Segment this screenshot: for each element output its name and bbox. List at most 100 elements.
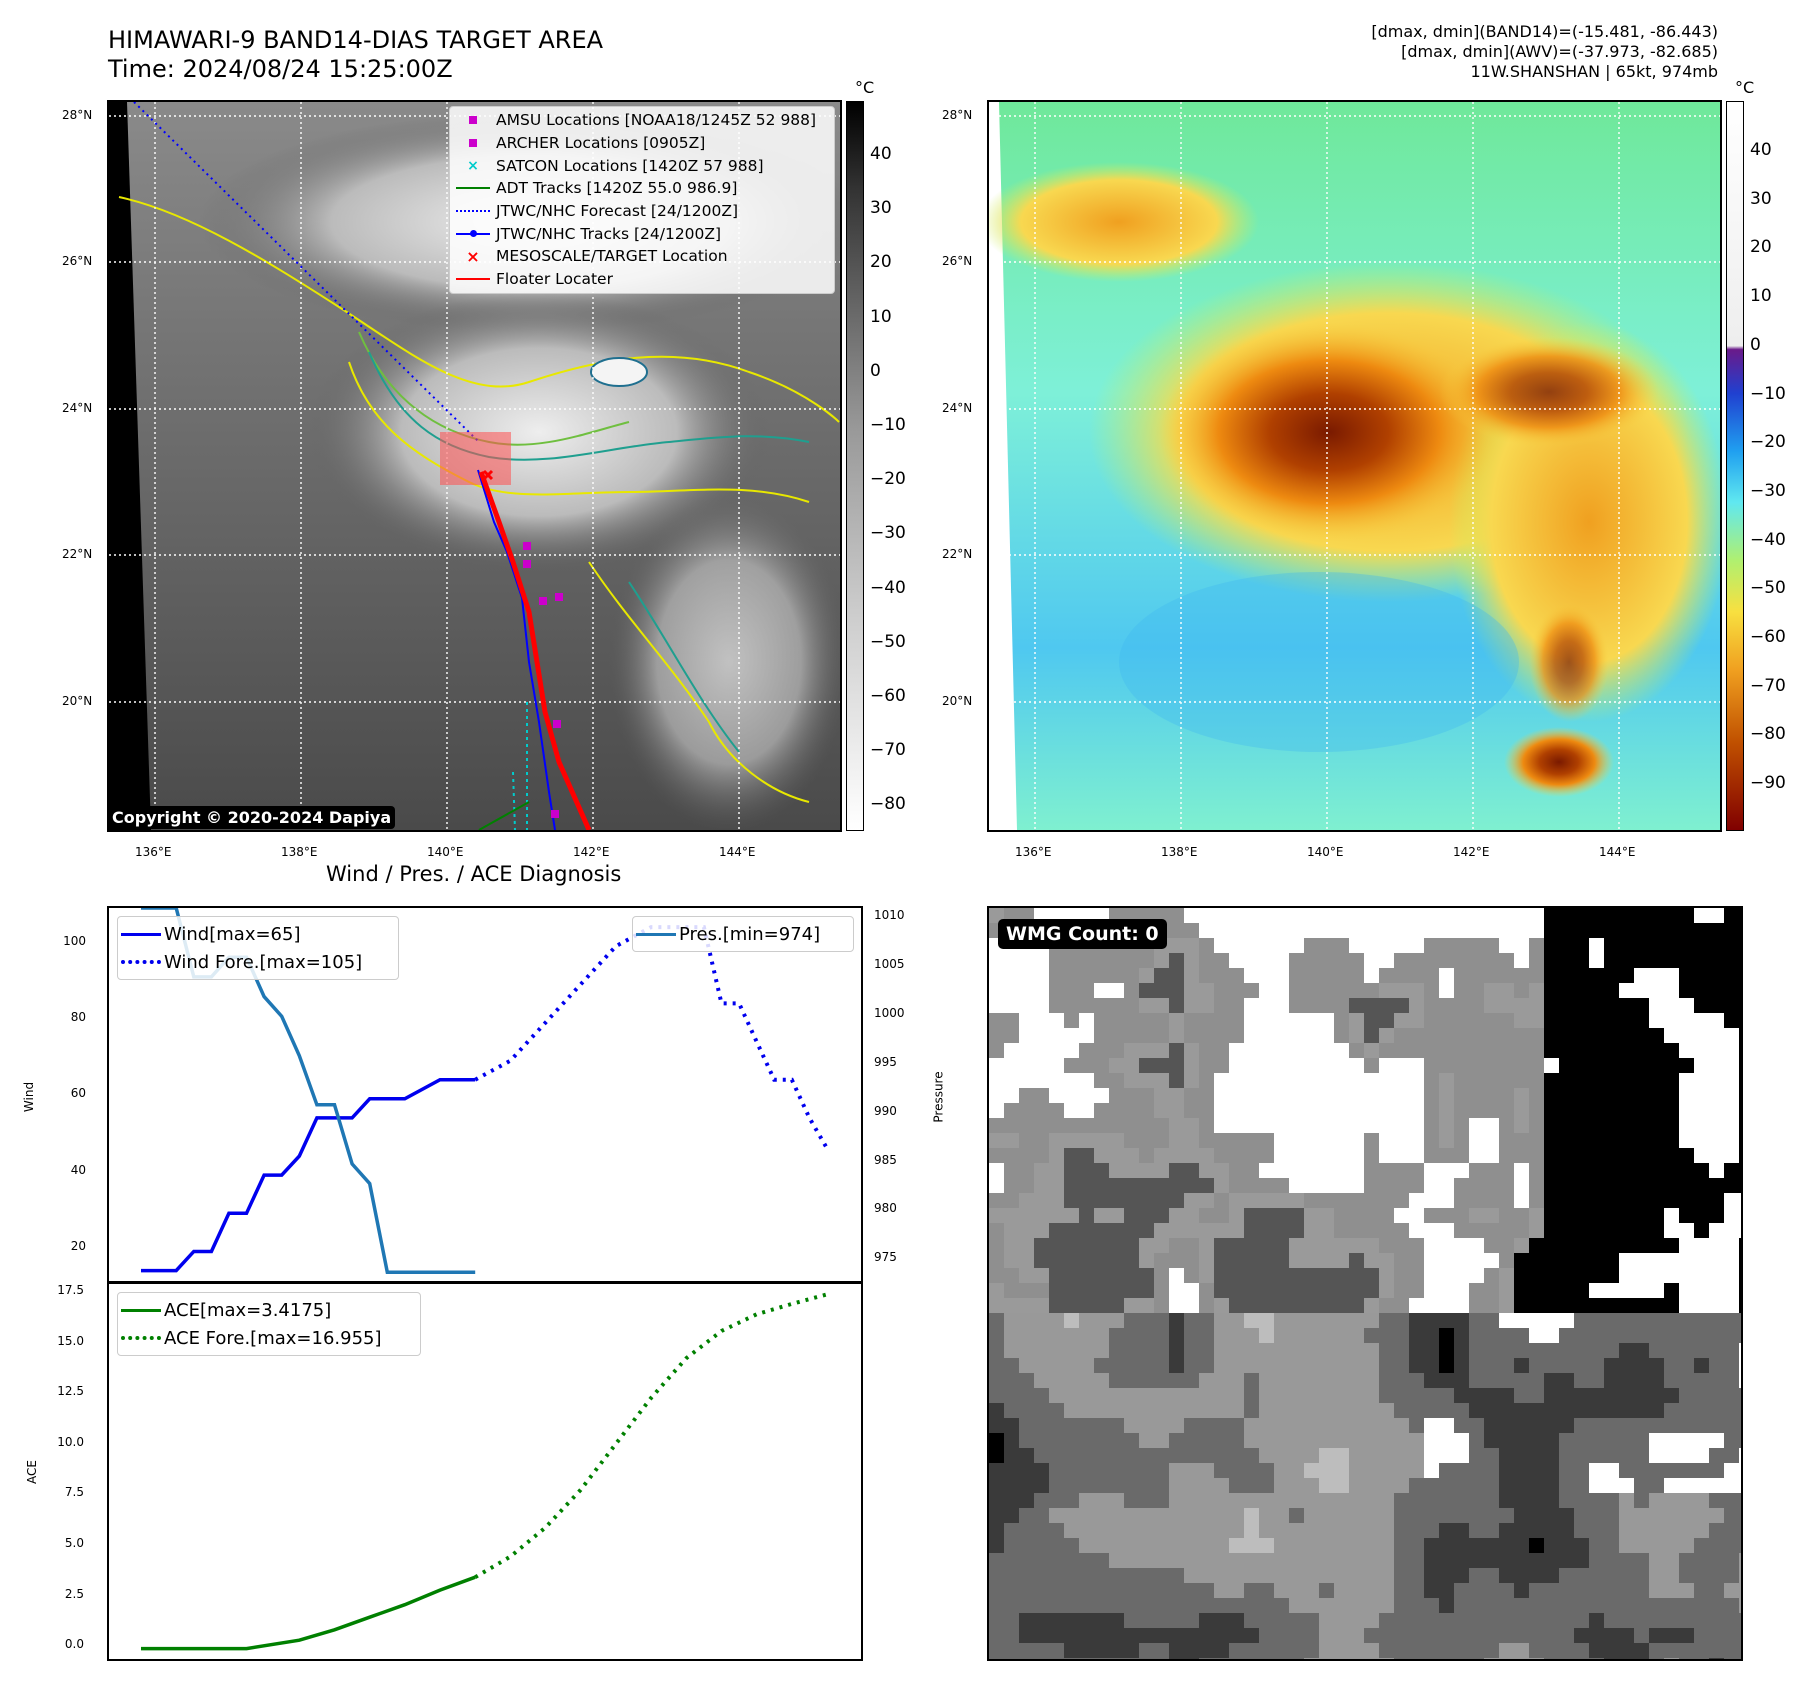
pressure-legend: Pres.[min=974]: [632, 916, 854, 952]
tick-label: −60: [1750, 627, 1786, 647]
legend-item: Pres.[min=974]: [633, 920, 853, 948]
tick-label: 1010: [874, 908, 905, 922]
lon-label: 136°E: [135, 845, 172, 859]
lat-label: 24°N: [942, 401, 973, 415]
lat-label: 24°N: [62, 401, 93, 415]
tick-label: −80: [1750, 724, 1786, 745]
tick-label: −30: [870, 523, 906, 544]
lon-label: 136°E: [1015, 845, 1052, 859]
tick-label: 30: [870, 198, 892, 219]
lon-label: 140°E: [427, 845, 464, 859]
tick-label: 2.5: [64, 1586, 84, 1601]
legend-item: ADT Tracks [1420Z 55.0 986.9]: [450, 177, 834, 200]
tick-label: 10: [870, 306, 892, 327]
legend-item: JTWC/NHC Forecast [24/1200Z]: [450, 200, 834, 223]
lat-label: 22°N: [62, 547, 93, 561]
legend-item: AMSU Locations [NOAA18/1245Z 52 988]: [450, 109, 834, 132]
figure-title: HIMAWARI-9 BAND14-DIAS TARGET AREA Time:…: [108, 26, 603, 84]
lat-label: 22°N: [942, 547, 973, 561]
tick-label: −40: [1750, 529, 1786, 550]
colorbar-unit: °C: [1735, 78, 1755, 97]
satcon-track: [512, 702, 528, 830]
title-line-2: Time: 2024/08/24 15:25:00Z: [108, 55, 453, 83]
ace-forecast-series-line: [474, 1292, 828, 1579]
lat-label: 20°N: [62, 694, 93, 708]
target-area-box: [440, 432, 511, 485]
tick-label: −10: [870, 415, 906, 435]
map-legend: AMSU Locations [NOAA18/1245Z 52 988] ARC…: [449, 106, 835, 294]
wind-axis-label: Wind: [22, 1081, 37, 1113]
tick-label: 20: [1750, 237, 1772, 258]
tick-label: −50: [1750, 578, 1786, 599]
colorbar-unit: °C: [855, 78, 875, 97]
tick-label: 5.0: [64, 1536, 84, 1550]
lat-label: 26°N: [942, 254, 973, 268]
lon-label: 144°E: [719, 845, 756, 859]
tick-label: 980: [874, 1201, 897, 1216]
copyright-badge: Copyright © 2020-2024 Dapiya: [108, 806, 396, 829]
wind-series-line: [141, 1077, 476, 1273]
legend-item: ARCHER Locations [0905Z]: [450, 132, 834, 155]
lon-label: 142°E: [573, 845, 610, 859]
tick-label: 0.0: [64, 1637, 84, 1652]
legend-item: JTWC/NHC Tracks [24/1200Z]: [450, 222, 834, 245]
wmg-grid-image: [989, 908, 1741, 1659]
lat-label: 26°N: [62, 254, 93, 268]
wmg-grid-panel: [987, 906, 1743, 1661]
gray-colorbar: [846, 101, 864, 831]
legend-item: ACE Fore.[max=16.955]: [118, 1324, 420, 1352]
tick-label: 985: [874, 1152, 897, 1167]
tick-label: −40: [870, 577, 906, 598]
tick-label: 10: [1750, 286, 1772, 307]
legend-item: ACE[max=3.4175]: [118, 1296, 420, 1324]
tick-label: 0: [1750, 334, 1761, 355]
tick-label: 995: [874, 1054, 897, 1069]
lat-label: 28°N: [942, 108, 973, 122]
tick-label: 17.5: [57, 1283, 84, 1297]
tick-label: 60: [70, 1086, 86, 1101]
info-line-3: 11W.SHANSHAN | 65kt, 974mb: [1470, 62, 1718, 81]
tick-label: 990: [874, 1103, 897, 1118]
tick-label: −10: [1750, 383, 1786, 404]
tick-label: −80: [870, 794, 906, 815]
tick-label: 975: [874, 1250, 897, 1265]
target-marker: [482, 469, 494, 481]
tick-label: 1000: [874, 1005, 905, 1020]
ace-axis-label: ACE: [24, 1460, 39, 1484]
tick-label: −90: [1750, 773, 1786, 794]
legend-item: × MESOSCALE/TARGET Location: [466, 246, 728, 266]
wind-forecast-series-line: [474, 925, 829, 1150]
figure-info: [dmax, dmin](BAND14)=(-15.481, -86.443) …: [1371, 22, 1718, 82]
tick-label: 40: [1750, 140, 1772, 160]
tick-label: −20: [870, 469, 906, 490]
tick-label: 1005: [874, 956, 905, 971]
tick-label: −70: [1750, 675, 1786, 696]
ace-chart: [107, 1281, 863, 1661]
pressure-axis-label: Pressure: [931, 1071, 946, 1123]
tick-label: 30: [1750, 188, 1772, 209]
tick-label: −50: [870, 631, 906, 652]
tick-label: 100: [63, 934, 86, 948]
tick-label: 10.0: [57, 1434, 84, 1449]
tick-label: 40: [870, 144, 892, 164]
tick-label: 80: [70, 1010, 86, 1025]
tick-label: 20: [870, 252, 892, 273]
info-line-1: [dmax, dmin](BAND14)=(-15.481, -86.443): [1371, 22, 1718, 41]
map-gridlines: [989, 102, 1720, 830]
lon-label: 144°E: [1599, 845, 1636, 859]
lon-label: 140°E: [1307, 845, 1344, 859]
tick-label: −60: [870, 686, 906, 706]
legend-item: Floater Locater: [450, 268, 834, 291]
legend-item: Wind Fore.[max=105]: [118, 948, 398, 976]
legend-item: Wind[max=65]: [118, 920, 398, 948]
lon-label: 142°E: [1453, 845, 1490, 859]
tick-label: 7.5: [64, 1485, 84, 1500]
title-line-1: HIMAWARI-9 BAND14-DIAS TARGET AREA: [108, 26, 604, 54]
tick-label: 15.0: [57, 1333, 84, 1348]
amsu-markers: [523, 542, 563, 818]
tick-label: 20: [70, 1238, 86, 1253]
lat-label: 20°N: [942, 694, 973, 708]
wmg-count-badge: WMG Count: 0: [998, 919, 1167, 949]
tick-label: −30: [1750, 480, 1786, 501]
lat-label: 28°N: [62, 108, 93, 122]
